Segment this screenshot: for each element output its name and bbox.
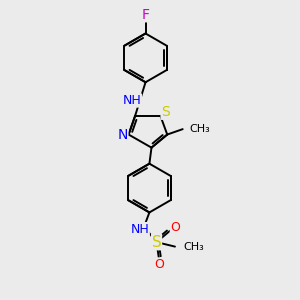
Text: NH: NH (123, 94, 141, 107)
Text: CH₃: CH₃ (183, 242, 204, 252)
Text: S: S (152, 235, 161, 250)
Text: F: F (142, 8, 149, 22)
Text: O: O (154, 258, 164, 271)
Text: S: S (161, 105, 170, 119)
Text: N: N (118, 128, 128, 142)
Text: CH₃: CH₃ (189, 124, 210, 134)
Text: NH: NH (130, 223, 149, 236)
Text: O: O (170, 221, 180, 234)
